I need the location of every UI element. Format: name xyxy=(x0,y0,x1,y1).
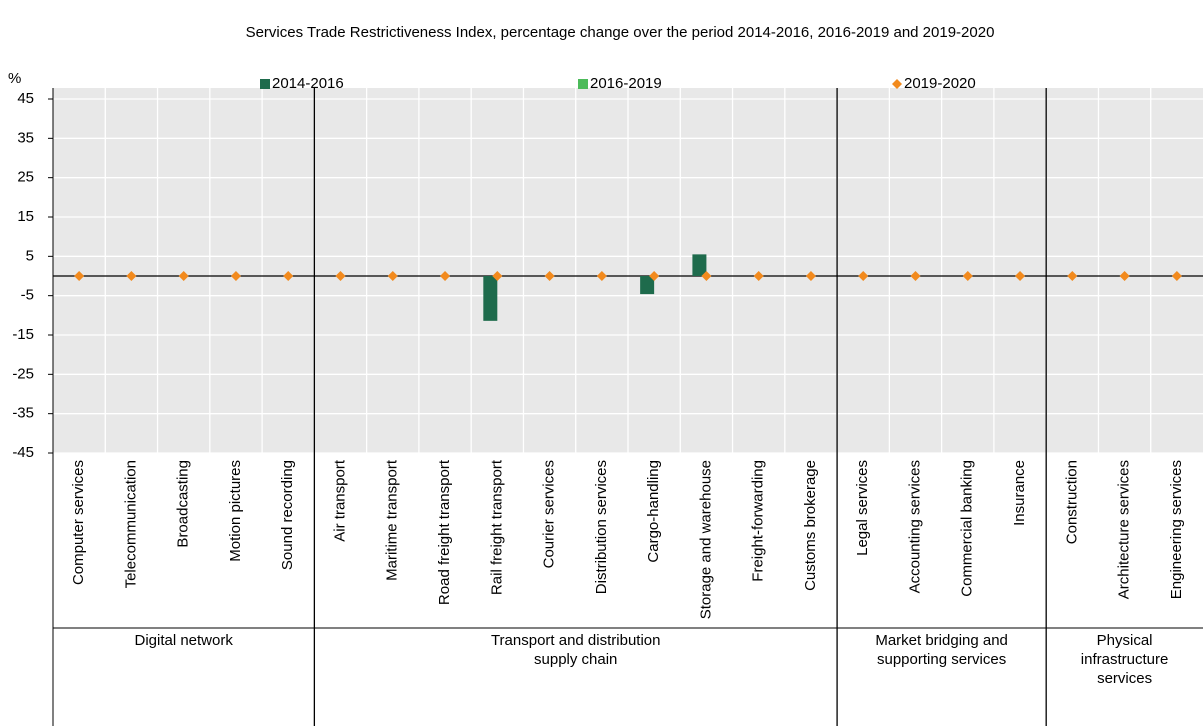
x-tick-label: Distribution services xyxy=(593,460,610,594)
group-label: Physical infrastructure services xyxy=(1080,632,1169,687)
diamond-marker xyxy=(74,271,85,281)
diamond-marker xyxy=(1171,271,1182,281)
bar xyxy=(692,254,707,276)
y-tick-label: -15 xyxy=(12,326,34,343)
bar xyxy=(483,276,498,321)
y-tick-label: 15 xyxy=(17,208,34,225)
diamond-marker xyxy=(440,271,451,281)
y-tick-label: -45 xyxy=(12,444,34,461)
diamond-marker xyxy=(178,271,189,281)
x-tick-label: Freight-forwarding xyxy=(750,460,767,582)
x-tick-label: Engineering services xyxy=(1168,460,1185,599)
diamond-marker xyxy=(230,271,241,281)
y-tick-label: -25 xyxy=(12,365,34,382)
diamond-marker xyxy=(283,271,294,281)
diamond-marker xyxy=(701,271,712,281)
x-tick-label: Architecture services xyxy=(1116,460,1133,599)
legend-marker xyxy=(892,79,902,89)
group-label: Market bridging and supporting services xyxy=(875,632,1008,668)
y-tick-label: 5 xyxy=(26,247,34,264)
y-tick-label: 35 xyxy=(17,129,34,146)
legend-label: 2016-2019 xyxy=(590,75,662,92)
x-tick-label: Computer services xyxy=(70,460,87,585)
x-tick-label: Rail freight transport xyxy=(488,459,505,595)
x-tick-label: Road freight transport xyxy=(436,459,453,605)
chart-title: Services Trade Restrictiveness Index, pe… xyxy=(246,24,995,41)
diamond-marker xyxy=(962,271,973,281)
y-tick-label: 45 xyxy=(17,90,34,107)
diamond-marker xyxy=(544,271,555,281)
y-tick-label: 25 xyxy=(17,169,34,186)
x-tick-label: Accounting services xyxy=(906,460,923,593)
diamond-marker xyxy=(753,271,764,281)
y-axis-label: % xyxy=(8,70,21,87)
legend-label: 2019-2020 xyxy=(904,75,976,92)
diamond-marker xyxy=(858,271,869,281)
x-tick-label: Commercial banking xyxy=(959,460,976,597)
x-tick-label: Storage and warehouse xyxy=(697,460,714,619)
x-tick-label: Maritime transport xyxy=(384,459,401,581)
x-tick-label: Telecommunication xyxy=(122,460,139,588)
bar xyxy=(640,276,655,295)
diamond-marker xyxy=(126,271,137,281)
x-tick-label: Cargo-handling xyxy=(645,460,662,563)
diamond-marker xyxy=(492,271,503,281)
x-tick-label: Customs brokerage xyxy=(802,460,819,591)
diamond-marker xyxy=(910,271,921,281)
diamond-marker xyxy=(335,271,346,281)
x-tick-label: Courier services xyxy=(541,460,558,568)
group-label: Transport and distribution supply chain xyxy=(490,632,661,668)
x-tick-label: Broadcasting xyxy=(175,460,192,548)
x-tick-label: Air transport xyxy=(331,459,348,542)
legend-label: 2014-2016 xyxy=(272,75,344,92)
x-tick-label: Motion pictures xyxy=(227,460,244,562)
diamond-marker xyxy=(649,271,660,281)
x-tick-label: Construction xyxy=(1063,460,1080,544)
legend-marker xyxy=(260,79,270,89)
y-tick-label: -35 xyxy=(12,405,34,422)
diamond-marker xyxy=(596,271,607,281)
x-tick-label: Legal services xyxy=(854,460,871,556)
diamond-marker xyxy=(387,271,398,281)
group-label: Digital network xyxy=(134,632,233,649)
legend-marker xyxy=(578,79,588,89)
diamond-marker xyxy=(1119,271,1130,281)
y-tick-label: -5 xyxy=(21,287,34,304)
diamond-marker xyxy=(1015,271,1026,281)
x-tick-label: Insurance xyxy=(1011,460,1028,526)
diamond-marker xyxy=(805,271,816,281)
x-tick-label: Sound recording xyxy=(279,460,296,570)
diamond-marker xyxy=(1067,271,1078,281)
